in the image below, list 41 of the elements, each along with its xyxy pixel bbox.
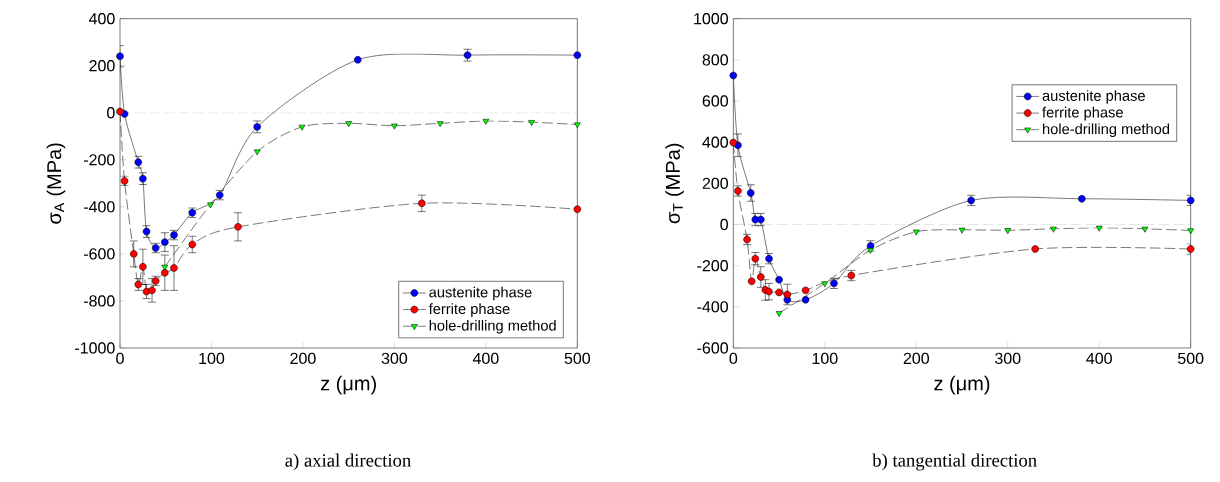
y-tick-label: -600 bbox=[83, 248, 115, 260]
legend-label: hole-drilling method bbox=[429, 319, 556, 334]
text: b) tangential direction bbox=[872, 453, 1037, 471]
text: a) axial direction bbox=[285, 453, 411, 471]
y-tick-label: -1000 bbox=[75, 342, 115, 354]
x-axis-title: z (μm) bbox=[934, 375, 990, 395]
y-tick-label: -400 bbox=[83, 201, 115, 213]
x-tick-label: 300 bbox=[995, 352, 1021, 365]
x-tick-label: 400 bbox=[1086, 352, 1112, 365]
x-axis-title: z (μm) bbox=[320, 375, 376, 395]
y-tick-label: -600 bbox=[697, 342, 729, 354]
y-tick-label: 1000 bbox=[694, 13, 729, 25]
x-tick-label: 500 bbox=[1177, 352, 1204, 365]
x-tick-label: 200 bbox=[290, 352, 316, 365]
y-axis-title: σ$_{T}$ (MPa) bbox=[665, 143, 684, 224]
x-tick-label: 500 bbox=[564, 352, 591, 365]
y-axis-title: σ$_{A}$ (MPa) bbox=[46, 143, 66, 224]
y-tick-label: -200 bbox=[697, 260, 729, 272]
y-tick-label: 0 bbox=[720, 218, 729, 231]
y-tick-label: 400 bbox=[88, 13, 115, 25]
legend-label: austenite phase bbox=[429, 286, 532, 301]
y-tick-label: 800 bbox=[702, 54, 729, 66]
y-tick-label: -200 bbox=[83, 154, 115, 166]
legend-label: austenite phase bbox=[1042, 90, 1145, 104]
y-tick-label: -800 bbox=[83, 295, 115, 307]
x-tick-label: 0 bbox=[116, 352, 124, 365]
x-tick-label: 0 bbox=[729, 352, 738, 365]
y-tick-label: 600 bbox=[702, 95, 729, 107]
x-tick-label: 200 bbox=[903, 352, 929, 365]
y-tick-label: 200 bbox=[702, 177, 729, 189]
x-tick-label: 300 bbox=[381, 352, 408, 365]
legend-label: hole-drilling method bbox=[1043, 123, 1170, 138]
legend-label: ferrite phase bbox=[428, 303, 510, 317]
y-tick-label: 200 bbox=[89, 60, 115, 72]
y-tick-label: 0 bbox=[107, 107, 115, 119]
x-tick-label: 100 bbox=[812, 352, 838, 365]
y-tick-label: 400 bbox=[702, 136, 729, 148]
x-tick-label: 100 bbox=[199, 352, 225, 365]
y-tick-label: -400 bbox=[697, 301, 729, 313]
legend-label: ferrite phase bbox=[1042, 106, 1123, 121]
x-tick-label: 400 bbox=[472, 352, 499, 365]
